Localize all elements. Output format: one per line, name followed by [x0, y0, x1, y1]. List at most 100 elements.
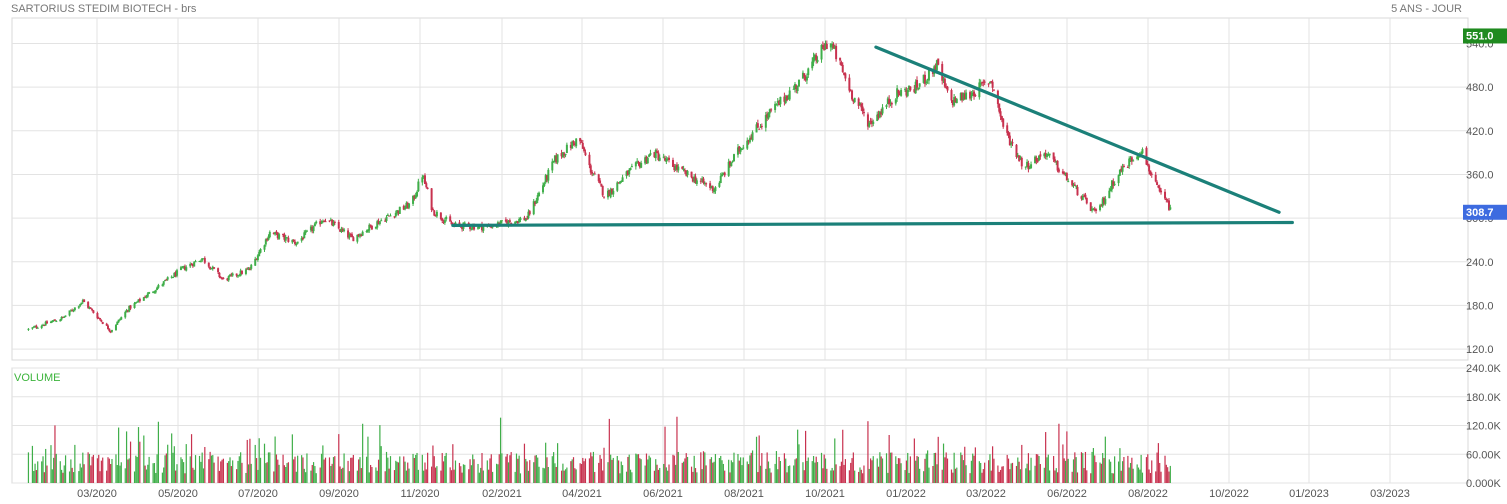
volume-bar: [529, 460, 531, 483]
volume-bar: [887, 472, 889, 483]
x-tick-label: 05/2020: [158, 488, 198, 500]
volume-panel-label: VOLUME: [14, 372, 60, 384]
candle-body: [408, 203, 411, 208]
volume-bar: [63, 465, 65, 483]
volume-bar: [785, 458, 787, 483]
candle-body: [797, 79, 800, 87]
candle-body: [711, 186, 714, 192]
volume-bar: [442, 461, 445, 483]
candle-body: [384, 220, 387, 222]
candle-body: [1007, 132, 1010, 136]
candle-body: [515, 220, 518, 222]
volume-bar: [583, 461, 585, 483]
candle-body: [35, 325, 38, 328]
x-tick-label: 01/2022: [886, 488, 926, 500]
volume-bar: [823, 454, 825, 483]
x-tick-label: 06/2022: [1047, 488, 1087, 500]
candle-body: [775, 104, 778, 106]
volume-bar: [732, 462, 734, 483]
volume-bar: [1114, 456, 1116, 483]
candle-body: [532, 201, 535, 215]
volume-bar: [515, 453, 518, 483]
volume-bar: [1006, 454, 1008, 483]
trendline[interactable]: [874, 45, 1281, 214]
candle-body: [759, 126, 762, 128]
volume-bar: [265, 463, 267, 483]
volume-bar: [1021, 444, 1023, 483]
volume-bar: [1055, 468, 1057, 483]
volume-bar: [1080, 452, 1083, 483]
candle-body: [657, 152, 660, 160]
volume-bar: [173, 446, 175, 483]
candle-body: [816, 59, 819, 62]
volume-bar: [777, 469, 779, 483]
candle-body: [713, 190, 716, 192]
volume-bar: [1131, 457, 1133, 483]
volume-bar: [380, 446, 382, 483]
candle-body: [764, 115, 767, 128]
candle-body: [246, 268, 249, 270]
volume-bar: [453, 469, 455, 483]
volume-bar: [269, 452, 271, 483]
candle-body: [414, 195, 417, 199]
volume-bar: [184, 473, 186, 483]
candle-body: [959, 93, 962, 101]
volume-bar: [72, 472, 75, 483]
candle-body: [385, 216, 388, 222]
volume-bar: [628, 454, 630, 483]
candle-body: [937, 58, 940, 65]
candle-body: [191, 264, 194, 267]
candle-body: [193, 261, 196, 267]
candle-body: [736, 147, 739, 155]
volume-bar: [283, 465, 285, 483]
candle-body: [768, 109, 771, 114]
candle-body: [564, 153, 567, 156]
candle-body: [68, 310, 71, 316]
volume-bar: [1169, 465, 1171, 483]
volume-bar: [936, 464, 938, 483]
volume-bar: [163, 467, 165, 483]
volume-bar: [74, 444, 76, 483]
candle-body: [869, 121, 872, 123]
volume-bar: [639, 458, 641, 483]
candle-body: [380, 220, 383, 222]
candle-body: [321, 221, 324, 223]
candle-body: [934, 66, 937, 72]
volume-bar: [461, 472, 463, 483]
volume-bar: [507, 462, 510, 483]
volume-bar: [385, 451, 388, 483]
volume-bar: [923, 471, 925, 483]
candle-body: [247, 268, 250, 270]
volume-bar: [1129, 462, 1132, 483]
candle-body: [778, 101, 781, 106]
volume-bar: [212, 455, 214, 483]
candle-body: [88, 307, 91, 309]
volume-bar: [599, 455, 601, 483]
candle-body: [783, 96, 786, 102]
volume-bar: [314, 466, 316, 483]
candle-body: [880, 112, 883, 115]
candle-body: [31, 327, 34, 329]
candle-body: [1019, 157, 1022, 160]
candle-body: [844, 73, 847, 79]
volume-bar: [108, 458, 110, 483]
price-tick-label: 240.0: [1466, 257, 1494, 269]
candle-body: [571, 141, 574, 149]
volume-bar: [263, 443, 266, 483]
volume-bar: [462, 464, 465, 483]
volume-bar: [740, 457, 742, 483]
volume-bar: [339, 466, 341, 483]
trendline[interactable]: [451, 220, 1294, 227]
volume-bar: [814, 462, 816, 483]
candle-body: [591, 171, 594, 174]
candle-body: [360, 234, 363, 237]
candle-body: [378, 221, 381, 225]
candle-body: [351, 234, 354, 238]
volume-bar: [860, 469, 862, 483]
volume-bar: [431, 466, 433, 483]
candle-body: [329, 219, 332, 221]
volume-bar: [759, 465, 762, 483]
volume-bar: [767, 461, 770, 483]
volume-bar: [1136, 464, 1138, 483]
